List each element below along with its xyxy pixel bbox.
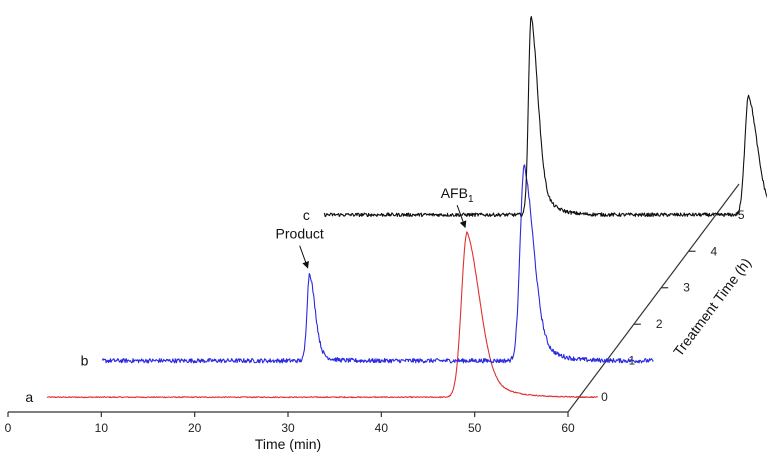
series-a-line	[46, 231, 598, 399]
depth-axis-line	[567, 183, 740, 413]
annotation-text: Product	[276, 226, 324, 242]
x-tick-label: 0	[5, 421, 12, 435]
depth-tick-label: 2	[656, 317, 663, 331]
x-tick-label: 40	[375, 421, 389, 435]
annotation-arrow	[299, 245, 309, 269]
series-b-line	[101, 164, 654, 364]
depth-axis-title: Treatment Time (h)	[670, 255, 754, 359]
annotation-0: Product	[276, 226, 324, 269]
annotation-subscript: 1	[468, 194, 474, 205]
series-c-line	[323, 16, 767, 218]
x-tick-label: 30	[281, 421, 295, 435]
x-tick-label: 50	[468, 421, 482, 435]
series-c-label: c	[303, 207, 310, 223]
depth-tick-label: 4	[711, 244, 718, 258]
depth-tick-label: 3	[683, 281, 690, 295]
depth-tick-label: 0	[601, 390, 608, 404]
annotations: Product AFB1	[276, 185, 474, 269]
x-tick-label: 20	[188, 421, 202, 435]
x-axis-title: Time (min)	[255, 436, 321, 452]
series-a-label: a	[25, 389, 33, 405]
series-curves: a b c	[25, 16, 767, 405]
annotation-main: AFB	[441, 185, 468, 201]
series-b-label: b	[81, 353, 89, 369]
annotation-1: AFB1	[441, 185, 474, 229]
depth-tick-label: 5	[738, 208, 745, 222]
annotation-arrow	[456, 205, 467, 229]
x-axis-ticks: 0 10 20 30 40 50 60	[5, 412, 575, 435]
x-tick-label: 60	[561, 421, 575, 435]
annotation-main: Product	[276, 226, 324, 242]
annotation-text: AFB1	[441, 185, 474, 205]
x-tick-label: 10	[95, 421, 109, 435]
